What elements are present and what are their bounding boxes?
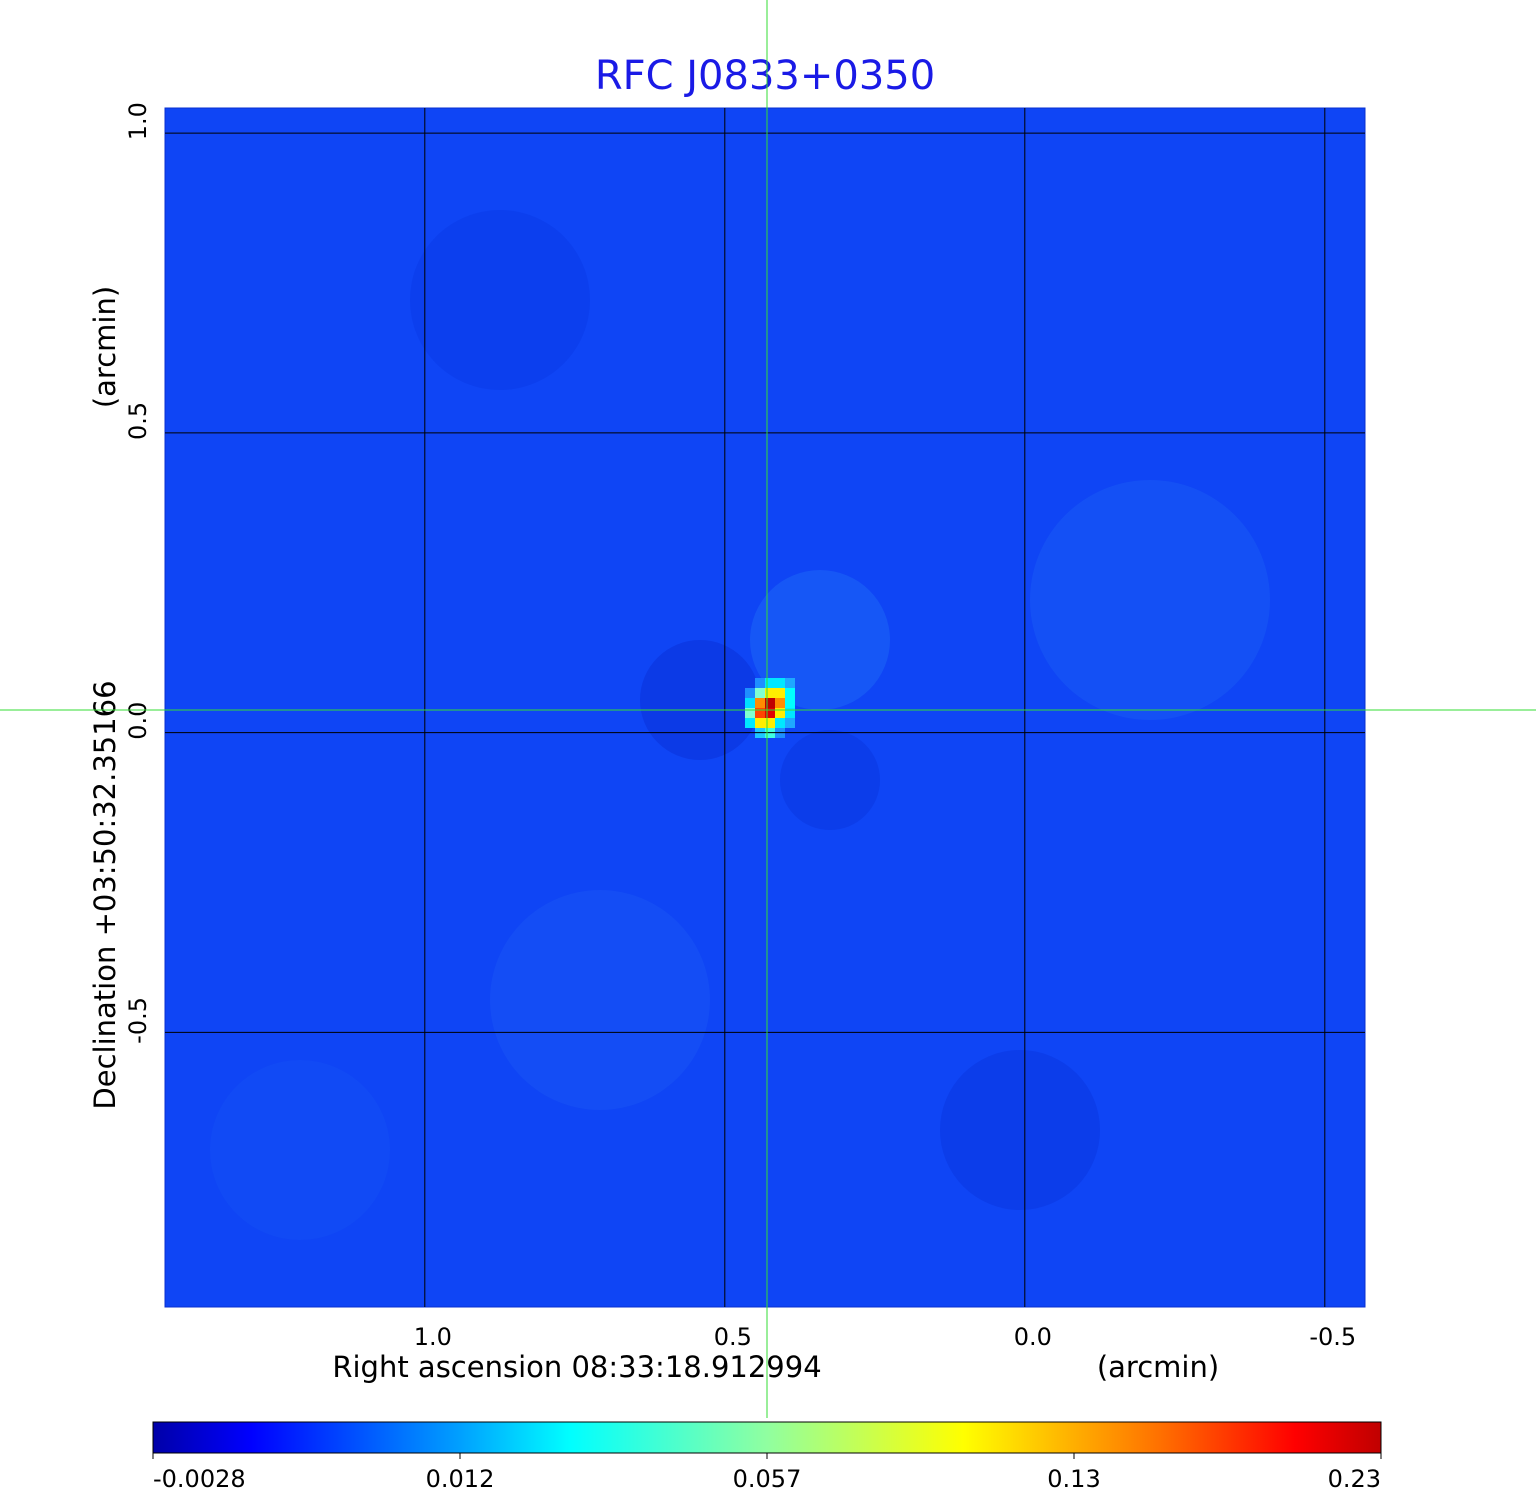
image-structure (1030, 480, 1270, 720)
image-structure (210, 1060, 390, 1240)
colorbar-tick-label: 0.012 (426, 1465, 495, 1493)
x-tick-label: 0.5 (714, 1323, 752, 1351)
source-pixel (765, 688, 775, 698)
y-tick-label: 1.0 (124, 102, 152, 140)
source-pixel (755, 708, 765, 718)
colorbar (152, 1421, 1382, 1454)
image-structure (750, 570, 890, 710)
y-tick-label: 0.0 (124, 702, 152, 740)
source-pixel (745, 698, 755, 708)
source-pixel (775, 678, 785, 688)
colorbar-tick-label: 0.13 (1047, 1465, 1100, 1493)
source-pixel (745, 688, 755, 698)
x-tick-label: -0.5 (1309, 1323, 1356, 1351)
image-structure (940, 1050, 1100, 1210)
source-pixel (765, 718, 775, 728)
image-area[interactable] (164, 107, 1366, 1308)
source-pixel (755, 688, 765, 698)
source-pixel (785, 708, 795, 718)
y-tick-label: 0.5 (124, 402, 152, 440)
source-pixel (755, 678, 765, 688)
y-axis-unit: (arcmin) (88, 286, 122, 408)
source-pixel (765, 698, 775, 708)
image-structure (410, 210, 590, 390)
source-pixel (785, 718, 795, 728)
source-pixel (785, 698, 795, 708)
source-pixel (745, 718, 755, 728)
image-structure (780, 730, 880, 830)
image-structure (490, 890, 710, 1110)
image-structure (640, 640, 760, 760)
source-pixel (785, 688, 795, 698)
source-pixel (775, 708, 785, 718)
colorbar-tick-label: -0.0028 (153, 1465, 246, 1493)
x-axis-unit: (arcmin) (1097, 1350, 1219, 1384)
source-pixel (755, 698, 765, 708)
x-axis-label: Right ascension 08:33:18.912994 (332, 1350, 821, 1384)
source-pixel (775, 688, 785, 698)
colorbar-tick-label: 0.057 (733, 1465, 802, 1493)
source-pixel (765, 678, 775, 688)
source-pixel (765, 708, 775, 718)
source-pixel (775, 718, 785, 728)
source-pixel (755, 718, 765, 728)
source-pixel (745, 708, 755, 718)
y-tick-label: -0.5 (124, 997, 152, 1044)
source-pixel (785, 678, 795, 688)
x-tick-label: 0.0 (1014, 1323, 1052, 1351)
x-tick-label: 1.0 (414, 1323, 452, 1351)
y-axis-label: Declination +03:50:32.35166 (88, 680, 122, 1109)
source-pixel (775, 698, 785, 708)
chart-title: RFC J0833+0350 (595, 53, 935, 99)
colorbar-tick-label: 0.23 (1328, 1465, 1381, 1493)
